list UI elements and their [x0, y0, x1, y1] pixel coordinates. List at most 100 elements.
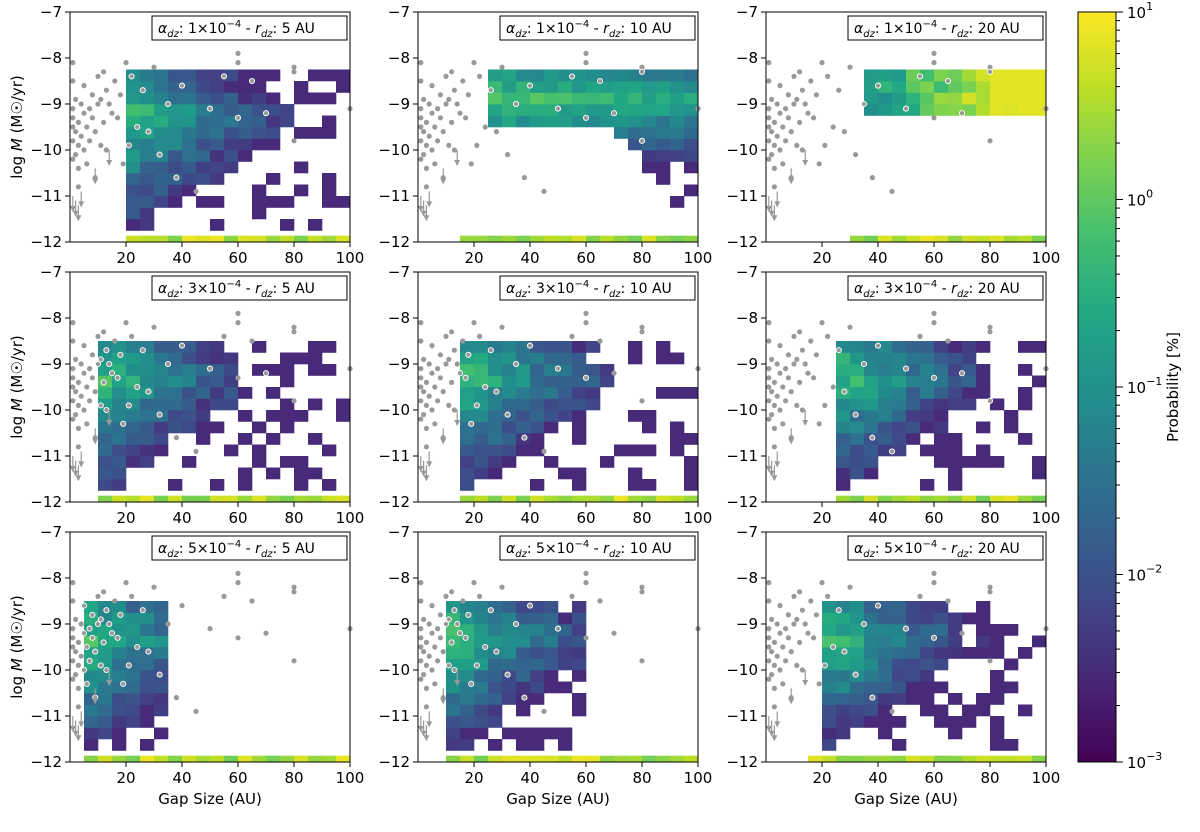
- heatmap-floor-cell: [1018, 495, 1033, 502]
- heatmap-cell: [168, 196, 183, 208]
- heatmap-cell: [600, 364, 615, 376]
- observation-point: [81, 83, 87, 89]
- upper-limit-arrowhead: [802, 680, 809, 686]
- heatmap-cell: [1018, 69, 1033, 82]
- heatmap-floor-cell: [224, 755, 239, 762]
- observation-point: [103, 406, 110, 414]
- heatmap-cell: [266, 196, 281, 208]
- heatmap-cell: [336, 410, 351, 422]
- heatmap-cell: [892, 92, 907, 105]
- heatmap-cell: [168, 184, 183, 197]
- heatmap-floor-cell: [684, 755, 699, 762]
- heatmap-cell: [600, 92, 615, 105]
- observation-point: [769, 96, 775, 102]
- heatmap-cell: [642, 115, 657, 128]
- heatmap-cell: [168, 341, 183, 353]
- heatmap-cell: [98, 670, 113, 682]
- heatmap-cell: [252, 341, 267, 353]
- y-tick-label: −10: [378, 401, 410, 419]
- legend-text: αdz: 3×10−4 - rdz: 5 AU: [158, 279, 315, 300]
- heatmap-cell: [934, 612, 949, 625]
- heatmap-cell: [572, 658, 587, 671]
- heatmap-cell: [934, 635, 949, 648]
- heatmap-cell: [308, 341, 323, 353]
- heatmap-cell: [864, 352, 879, 365]
- legend-text-part: r: [255, 281, 262, 297]
- heatmap-cell: [600, 81, 615, 93]
- heatmap-cell: [460, 647, 475, 659]
- heatmap-cell: [488, 364, 503, 376]
- observation-point: [103, 347, 110, 354]
- heatmap-floor-cell: [252, 235, 267, 242]
- heatmap-cell: [308, 433, 323, 445]
- heatmap-floor-cell: [154, 495, 169, 502]
- y-tick-label: −7: [388, 523, 410, 541]
- panel-legend: αdz: 5×10−4 - rdz: 5 AU: [151, 535, 348, 561]
- legend-text-part: −4: [226, 19, 241, 30]
- heatmap-cell: [642, 421, 657, 434]
- observation-point: [426, 361, 432, 367]
- heatmap-cell: [474, 433, 489, 445]
- heatmap-cell: [168, 81, 183, 93]
- heatmap-cell: [84, 635, 99, 648]
- heatmap-cell: [516, 658, 531, 671]
- observation-point: [418, 138, 424, 144]
- observation-point: [432, 384, 438, 390]
- heatmap-floor-cell: [558, 755, 573, 762]
- heatmap-cell: [934, 375, 949, 388]
- heatmap-floor-cell: [878, 755, 893, 762]
- heatmap-cell: [502, 398, 517, 411]
- heatmap-cell: [628, 104, 643, 116]
- heatmap-cell: [98, 467, 113, 480]
- legend-box: [847, 275, 1044, 301]
- x-tick-label: 40: [172, 249, 191, 267]
- heatmap-floor-cell: [614, 495, 629, 502]
- observation-point: [221, 593, 227, 600]
- heatmap-cell: [516, 364, 531, 376]
- heatmap-cell: [976, 81, 991, 93]
- heatmap-cell: [684, 161, 699, 174]
- observation-point: [597, 338, 603, 344]
- heatmap-cell: [502, 387, 517, 399]
- heatmap-cell: [920, 658, 935, 671]
- x-tick-label: 40: [868, 249, 887, 267]
- heatmap-cell: [670, 138, 685, 151]
- upper-limit-arrowhead: [440, 438, 447, 445]
- heatmap-cell: [614, 104, 629, 116]
- panel-frame: [69, 531, 351, 763]
- observation-point: [788, 649, 794, 655]
- heatmap-cell: [502, 681, 517, 694]
- heatmap-floor-cell: [530, 755, 545, 762]
- heatmap-cell: [336, 196, 351, 208]
- heatmap-cell: [976, 92, 991, 105]
- y-tick-label: −10: [378, 661, 410, 679]
- heatmap-cell: [586, 104, 601, 116]
- heatmap-floor-cell: [474, 755, 489, 762]
- heatmap-cell: [530, 341, 545, 353]
- heatmap-floor-cell: [976, 495, 991, 502]
- heatmap-cell: [878, 635, 893, 648]
- heatmap-floor-cell: [892, 755, 907, 762]
- observation-point: [504, 671, 511, 678]
- heatmap-cell: [266, 173, 281, 185]
- heatmap-cell: [516, 387, 531, 399]
- observation-point: [889, 708, 895, 715]
- heatmap-cell: [154, 341, 169, 353]
- heatmap-cell: [196, 196, 211, 208]
- heatmap-cell: [864, 92, 879, 105]
- heatmap-cell: [934, 421, 949, 434]
- observation-point: [125, 402, 132, 409]
- heatmap-cell: [962, 716, 977, 728]
- observation-point: [769, 152, 775, 158]
- x-tick-label: 100: [336, 249, 365, 267]
- heatmap-cell: [182, 161, 197, 174]
- observation-point: [471, 320, 477, 326]
- heatmap-cell: [210, 219, 225, 231]
- heatmap-cell: [252, 364, 267, 376]
- heatmap-cell: [558, 658, 573, 671]
- observation-point: [541, 188, 547, 194]
- observation-point: [448, 639, 455, 646]
- observation-point: [443, 361, 449, 367]
- legend-text: αdz: 1×10−4 - rdz: 5 AU: [158, 19, 315, 40]
- heatmap-floor-cell: [196, 235, 211, 242]
